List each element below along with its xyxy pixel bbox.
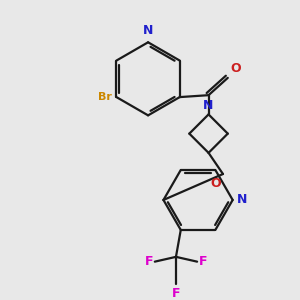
Text: Br: Br <box>98 92 112 102</box>
Text: F: F <box>199 255 208 268</box>
Text: N: N <box>143 25 153 38</box>
Text: N: N <box>236 194 247 206</box>
Text: N: N <box>203 98 214 112</box>
Text: O: O <box>231 62 241 75</box>
Text: F: F <box>172 287 180 300</box>
Text: F: F <box>144 255 153 268</box>
Text: O: O <box>210 177 221 190</box>
